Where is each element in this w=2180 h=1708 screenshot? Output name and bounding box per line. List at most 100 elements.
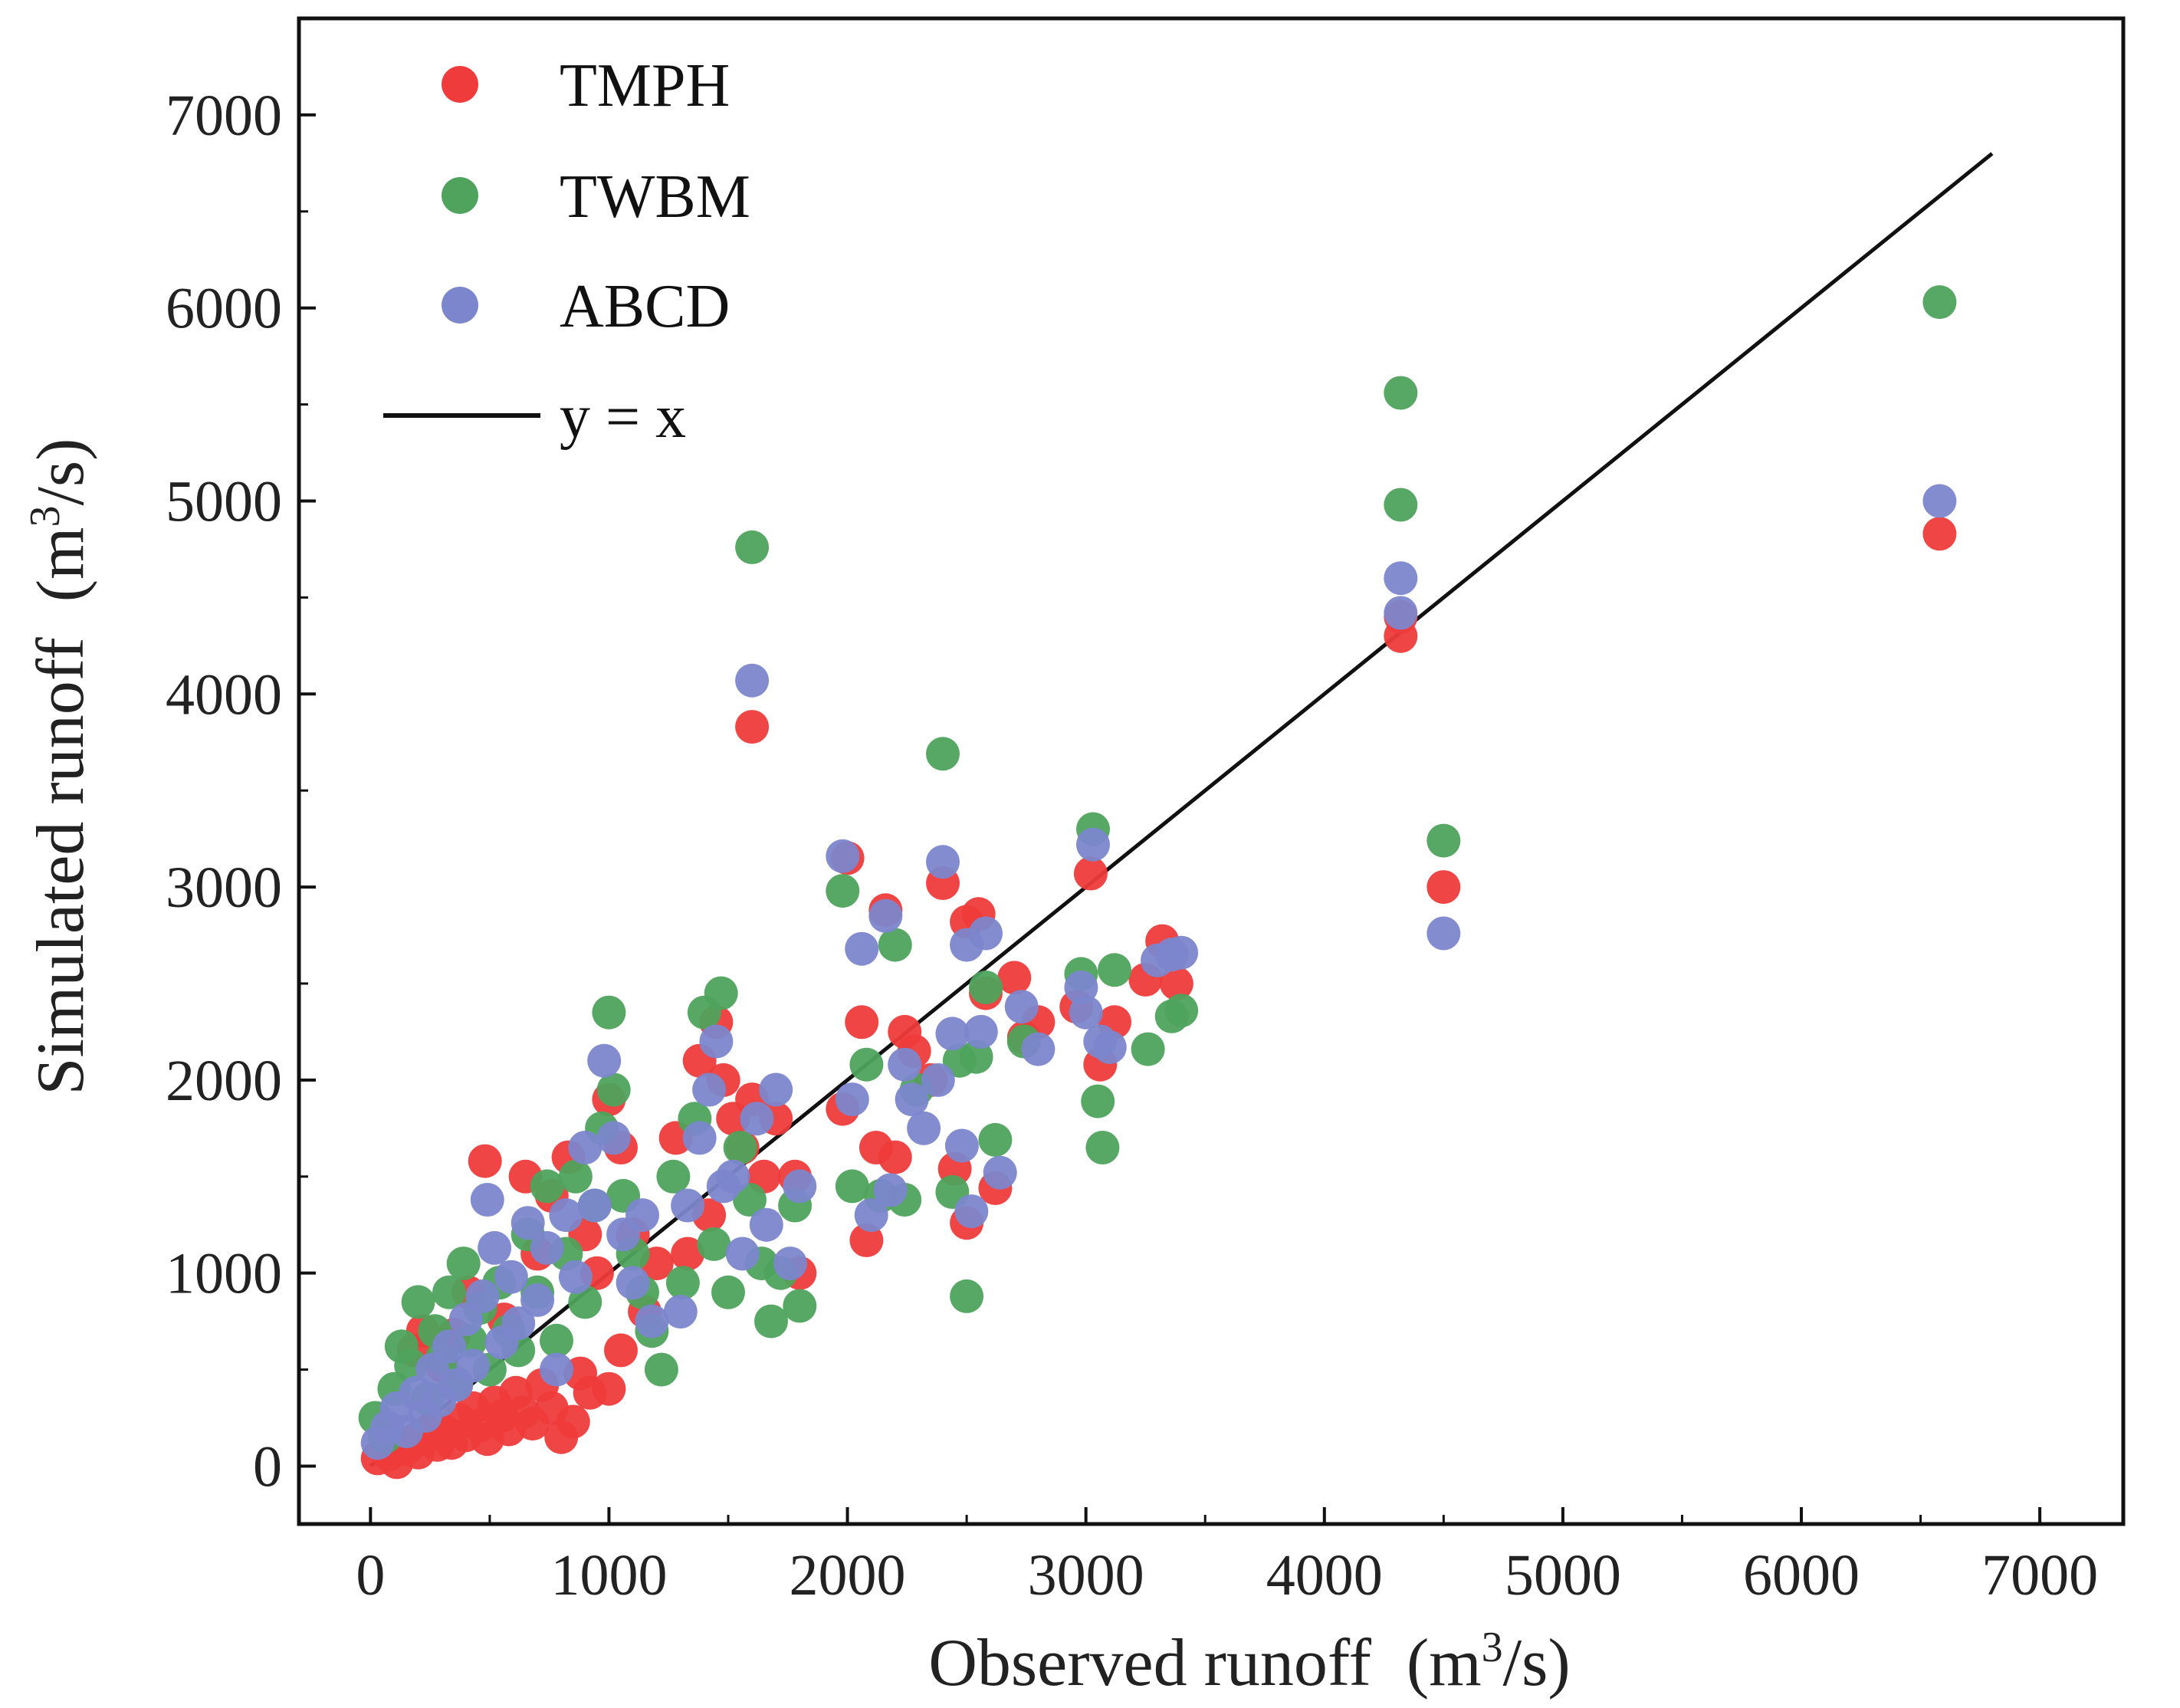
point-abcd [983,1155,1017,1190]
point-abcd [895,1082,929,1117]
y-axis-unit-post: /s) [24,438,98,506]
legend-label-reference-line: y = x [560,383,686,451]
point-twbm [826,874,860,908]
legend-marker-tmph [442,66,478,103]
point-twbm [711,1275,745,1309]
point-abcd [465,1279,500,1313]
point-abcd [577,1188,612,1223]
point-twbm [783,1289,817,1323]
data-points-layer [358,285,1957,1480]
point-twbm [735,530,770,564]
point-tmph [468,1144,502,1178]
point-abcd [716,1159,750,1194]
point-twbm [959,1040,993,1074]
point-abcd [835,1082,869,1117]
x-tick-label: 3000 [1028,1543,1144,1608]
x-tick-label: 1000 [550,1543,667,1608]
y-tick-label: 7000 [166,84,282,148]
point-abcd [888,1047,922,1082]
legend-label-tmph: TMPH [560,52,730,120]
point-abcd [740,1102,774,1136]
point-twbm [1131,1032,1165,1066]
point-twbm [704,976,738,1010]
point-abcd [415,1352,450,1387]
y-tick-label: 2000 [166,1049,282,1113]
point-abcd [954,1194,989,1229]
y-axis-unit-pre: (m [24,527,98,603]
x-axis-unit-sup: 3 [1482,1624,1503,1671]
point-abcd [873,1173,908,1207]
reference-line-layer [369,152,1994,1468]
point-tmph [671,1237,705,1271]
point-tmph [1159,967,1193,1000]
point-abcd [1004,990,1039,1024]
point-abcd [921,1063,955,1097]
point-twbm [540,1323,573,1358]
point-tmph [1427,870,1461,905]
point-tmph [592,1371,626,1406]
point-abcd [494,1260,528,1294]
point-tmph [845,1005,879,1040]
x-axis-unit-pre: (m [1407,1626,1482,1700]
series-abcd [360,484,1957,1460]
x-axis-ticks: 0 1000 2000 3000 4000 5000 6000 7000 [356,1507,2098,1608]
point-abcd [692,1072,727,1107]
point-abcd [735,663,770,698]
y-tick-label: 5000 [166,469,282,534]
y-axis-unit-sup: 3 [21,506,69,527]
plot-frame [297,16,2126,1526]
x-axis-unit-post: /s) [1503,1626,1571,1700]
y-tick-label: 4000 [166,662,282,727]
point-twbm [950,1279,984,1313]
point-twbm [432,1275,466,1309]
point-twbm [849,1047,884,1082]
point-abcd [520,1283,555,1317]
point-abcd [682,1121,717,1155]
point-twbm [1922,285,1957,320]
point-twbm [558,1159,593,1194]
point-twbm [1427,823,1461,858]
point-twbm [656,1159,691,1194]
point-twbm [1164,994,1199,1028]
x-tick-label: 5000 [1505,1543,1621,1608]
point-abcd [1021,1032,1056,1066]
point-abcd [926,845,960,879]
point-abcd [1069,995,1103,1030]
point-abcd [1064,971,1098,1004]
point-twbm [592,995,626,1030]
point-abcd [501,1306,536,1341]
point-abcd [868,898,903,933]
point-abcd [944,1128,979,1163]
series-tmph [360,517,1957,1480]
y-tick-label: 0 [253,1434,282,1499]
y-tick-label: 1000 [166,1242,282,1306]
y-axis-title: Simulated runoff (m3/s) [21,438,98,1095]
point-abcd [456,1348,491,1383]
point-twbm [596,1072,631,1107]
point-twbm [1085,1131,1120,1164]
point-tmph [997,961,1032,995]
point-abcd [1384,561,1418,596]
point-abcd [699,1024,734,1059]
legend-item-tmph: TMPH [442,52,730,120]
point-twbm [723,1131,757,1164]
point-twbm [1384,488,1418,522]
point-abcd [783,1169,817,1204]
point-abcd [1384,596,1418,630]
legend-label-abcd: ABCD [560,273,730,340]
point-abcd [759,1072,793,1107]
point-abcd [549,1198,583,1233]
point-abcd [587,1043,622,1078]
y-axis-ticks: 0 1000 2000 3000 4000 5000 6000 7000 [166,84,316,1499]
x-tick-label: 0 [356,1543,385,1608]
point-abcd [969,916,1003,951]
point-abcd [1092,1030,1127,1065]
point-twbm [835,1169,869,1204]
legend: TMPH TWBM ABCD y = x [383,52,750,451]
legend-item-twbm: TWBM [442,163,750,231]
point-twbm [665,1266,700,1300]
point-twbm [401,1285,435,1319]
point-twbm [733,1183,767,1217]
point-abcd [1922,484,1957,518]
